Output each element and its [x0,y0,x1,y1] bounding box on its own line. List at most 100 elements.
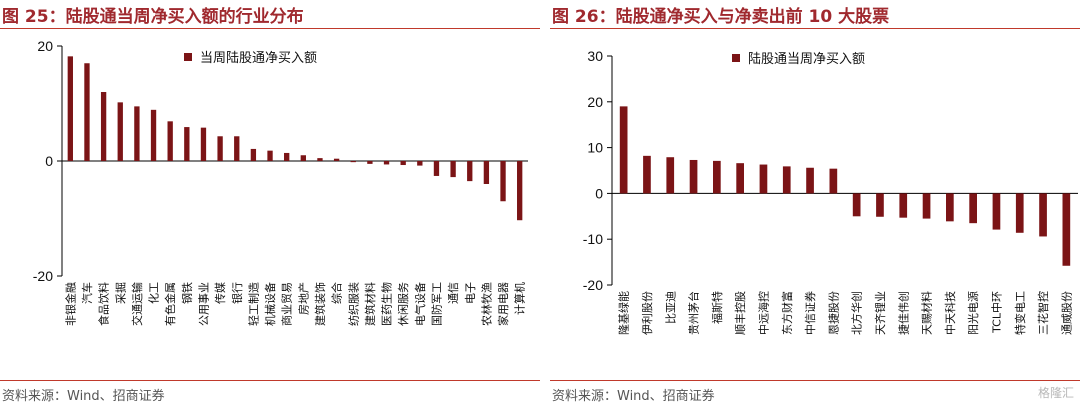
bar [367,161,373,164]
x-category-label: 顺丰控股 [733,291,747,335]
y-tick-label: -20 [583,277,603,293]
y-tick-label: 20 [37,38,53,54]
x-category-label: 商业贸易 [280,282,294,326]
x-category-label: 阳光电源 [966,291,980,335]
x-category-label: 建筑材料 [363,282,377,326]
x-category-label: 农林牧渔 [479,282,493,326]
bar [643,155,651,194]
x-category-label: 通信 [447,282,460,304]
legend-label: 当周陆股通净买入额 [200,50,317,66]
legend-swatch [184,53,192,61]
x-category-label: 东方财富 [780,291,794,335]
x-category-label: 银行 [230,282,244,304]
x-category-label: 房地产 [296,282,310,315]
x-category-label: 食品饮料 [97,282,111,326]
x-category-label: 交通运输 [130,282,144,326]
bar [619,106,628,194]
bar [450,161,456,178]
bar [1015,193,1024,233]
bar [333,158,340,161]
legend-label: 陆股通当周净买入额 [748,51,865,67]
bar [736,163,744,194]
watermark-logo: 格隆汇 [1037,386,1074,400]
legend: 当周陆股通净买入额 [184,50,317,66]
y-tick-label: 0 [45,153,53,169]
bar [500,161,506,202]
right-bar-chart: -20 -10 0 10 20 30 隆基绿能 伊利股份 比亚迪 贵州茅台 福斯特 顺丰控股 中远海控东… [583,48,1078,335]
bar [217,136,223,161]
bar [417,161,423,166]
y-tick-label: 20 [587,94,603,110]
x-category-label: 天赐材料 [920,291,934,335]
x-category-label: 天齐锂业 [873,291,887,335]
bar [284,152,290,161]
bar [852,193,861,217]
bar [383,161,390,165]
bar [67,56,73,161]
bar [517,161,523,221]
x-category-label: 采掘 [113,282,127,304]
bar [134,106,140,161]
x-category-label: 三花智控 [1036,291,1050,335]
bar [666,157,675,194]
x-category-label: 特变电工 [1013,291,1027,335]
bar [969,193,977,224]
x-category-label: 中天科技 [943,291,957,335]
bar [100,92,107,161]
y-tick-label: -10 [583,231,603,247]
x-category-label: 家用电器 [496,282,510,326]
x-category-label: 国防军工 [429,282,443,326]
x-category-label: 福斯特 [710,291,724,324]
x-category-label: 通威股份 [1060,291,1073,335]
x-category-label: 电气设备 [413,282,427,326]
x-category-label: 中信证券 [803,291,817,335]
right-chart-panel: 图 26：陆股通净买入与净卖出前 10 大股票 -20 -10 0 10 20 30 隆基绿… [550,0,1080,407]
bar [829,168,838,194]
bar [84,63,90,161]
x-category-label: 恩捷股份 [826,291,840,335]
bar [184,127,190,161]
x-category-label: 有色金属 [163,282,177,326]
x-category-label: 休闲服务 [396,282,410,326]
legend-swatch [732,54,740,62]
left-bar-chart: -20 0 20 非银金融 汽车 食品饮料 采掘 交通运输 化工 有色金属 钢铁 公用事业 传媒 银行 轻工… [33,38,528,326]
bar [759,164,768,194]
bar [1039,193,1047,237]
y-tick-label: -20 [33,268,53,284]
x-category-label: 电子 [464,282,477,304]
left-chart-panel: 图 25：陆股通当周净买入额的行业分布 -20 0 20 非银金融 汽车 食品饮料 采掘 交通… [0,7,540,404]
x-category-label: 贵州茅台 [687,291,701,335]
bar [992,193,1001,230]
x-category-label: 公用事业 [197,282,210,326]
bar [234,136,240,161]
bar [922,193,931,219]
right-title-rule [550,28,1080,29]
bar [400,161,406,166]
left-source-note: 资料来源：Wind、招商证券 [2,389,165,404]
bar [899,193,908,218]
left-source-rule [0,380,540,381]
x-category-label: 综合 [330,282,344,304]
bar [317,158,323,161]
bar [250,148,257,161]
bar [1062,193,1071,266]
bar [806,167,814,194]
x-category-label: 传媒 [214,282,227,304]
x-category-label: 医药生物 [380,282,394,326]
x-category-label: 钢铁 [181,282,194,304]
x-category-label: 纺织服装 [346,282,360,326]
bar [782,166,791,194]
bar [713,160,721,194]
bar [946,193,954,222]
x-category-label: TCL中环 [990,291,1003,334]
x-category-label: 伊利股份 [641,291,654,335]
x-category-label: 建筑装饰 [313,282,327,326]
right-source-note: 资料来源：Wind、招商证券 [552,389,715,404]
bar [433,161,440,176]
bar [167,121,173,161]
x-category-label: 捷佳伟创 [896,291,910,335]
bar [267,150,273,161]
bar [200,127,207,161]
bar [350,161,356,163]
bar [467,161,473,182]
